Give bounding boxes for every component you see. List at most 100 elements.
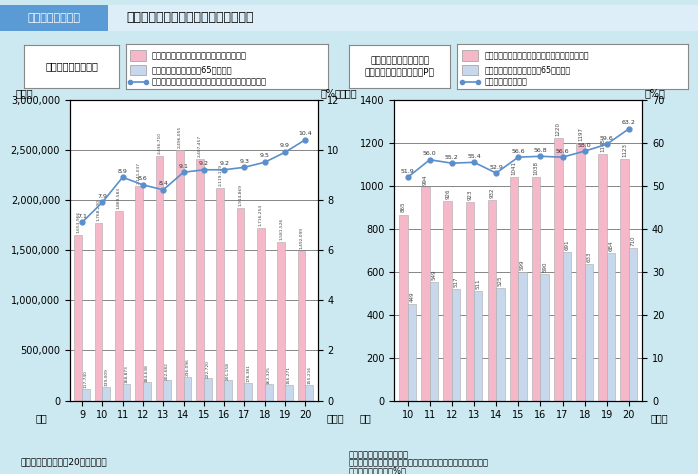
Bar	[488, 200, 496, 401]
Text: 923: 923	[468, 190, 473, 200]
Text: 1038: 1038	[534, 161, 539, 175]
Text: 511: 511	[476, 278, 481, 289]
FancyBboxPatch shape	[462, 65, 478, 75]
Text: 1,768,200: 1,768,200	[96, 199, 101, 221]
Text: 56.6: 56.6	[556, 149, 570, 154]
Text: 236,096: 236,096	[186, 358, 189, 376]
Bar	[74, 235, 82, 401]
Bar	[306, 385, 313, 401]
Text: （人）: （人）	[340, 89, 357, 99]
Text: 926: 926	[445, 189, 450, 199]
Text: 51.9: 51.9	[401, 169, 415, 174]
Bar	[204, 378, 211, 401]
Bar	[474, 291, 482, 401]
Text: 56.6: 56.6	[512, 149, 525, 154]
Text: 168,873: 168,873	[124, 365, 128, 383]
Text: 549: 549	[431, 270, 436, 280]
Bar	[585, 264, 593, 401]
Text: 1,492,099: 1,492,099	[299, 227, 304, 249]
Bar	[123, 383, 131, 401]
Bar	[265, 384, 272, 401]
Text: （注）（　）内の数字は、全火災死者数（放火自殺者を除く）: （注）（ ）内の数字は、全火災死者数（放火自殺者を除く）	[349, 458, 489, 467]
FancyBboxPatch shape	[130, 50, 146, 61]
Text: 202,682: 202,682	[165, 362, 169, 380]
Text: 8.9: 8.9	[118, 169, 128, 173]
Bar	[577, 143, 585, 401]
Text: 599: 599	[520, 259, 525, 270]
Bar	[143, 382, 151, 401]
Bar	[103, 387, 110, 401]
Text: 994: 994	[423, 174, 428, 185]
Text: 高齢者被害認知件数（65歳以上）: 高齢者被害認知件数（65歳以上）	[152, 65, 232, 74]
Bar	[518, 272, 527, 401]
Text: 201,158: 201,158	[226, 362, 230, 380]
Text: 156,271: 156,271	[287, 366, 291, 384]
Text: 590: 590	[542, 261, 547, 272]
Text: 9.9: 9.9	[280, 144, 290, 148]
Text: 1041: 1041	[512, 161, 517, 174]
Text: 1,716,254: 1,716,254	[259, 204, 263, 226]
Text: 710: 710	[630, 235, 636, 246]
Text: 155,216: 155,216	[307, 366, 311, 384]
Bar	[285, 385, 293, 401]
Text: 資料：警察庁「平成20年の犯罪」: 資料：警察庁「平成20年の犯罪」	[21, 457, 107, 466]
Text: 1,889,583: 1,889,583	[117, 187, 121, 209]
Text: 図１－２－６－６: 図１－２－６－６	[28, 13, 80, 23]
Bar	[563, 252, 571, 401]
Text: 184,638: 184,638	[144, 364, 149, 382]
Bar	[496, 288, 505, 401]
Bar	[554, 138, 563, 401]
Text: 住宅火災における死者数
（放火自殺者を除く）（P）: 住宅火災における死者数 （放火自殺者を除く）（P）	[364, 57, 435, 76]
Text: （%）: （%）	[320, 89, 341, 99]
Bar	[607, 254, 615, 401]
Text: 691: 691	[564, 239, 569, 250]
Text: （年）: （年）	[651, 414, 668, 424]
Text: 1,653,966: 1,653,966	[76, 210, 80, 233]
Text: 9.5: 9.5	[260, 154, 269, 158]
Bar	[430, 283, 438, 401]
Bar	[277, 242, 285, 401]
Text: 住宅火災における死者数（65歳以上）: 住宅火災における死者数（65歳以上）	[485, 65, 571, 74]
Bar	[408, 304, 416, 401]
Text: 55.4: 55.4	[467, 154, 481, 159]
Text: 222,720: 222,720	[206, 360, 209, 378]
Text: 平成: 平成	[35, 414, 47, 424]
Bar	[156, 156, 163, 401]
Text: 犯罪、火災による高齢者の被害の推移: 犯罪、火災による高齢者の被害の推移	[126, 11, 253, 24]
Bar	[399, 215, 408, 401]
Bar	[94, 223, 103, 401]
Text: 1,914,869: 1,914,869	[239, 184, 243, 206]
Bar	[224, 380, 232, 401]
Text: 7.1: 7.1	[77, 214, 87, 219]
Text: 1220: 1220	[556, 122, 560, 136]
Bar	[621, 159, 629, 401]
Text: 資料：消防庁「消防白書」: 資料：消防庁「消防白書」	[349, 450, 409, 459]
Text: 63.2: 63.2	[622, 120, 636, 125]
Text: に占める割合（%）: に占める割合（%）	[349, 466, 407, 474]
Bar	[196, 159, 204, 401]
Text: 8.4: 8.4	[158, 181, 168, 186]
Text: 平成: 平成	[359, 414, 371, 424]
Text: 59.6: 59.6	[600, 136, 614, 141]
Text: 10.4: 10.4	[299, 131, 312, 136]
Text: 58.0: 58.0	[578, 143, 591, 148]
Text: 刑法犯被害認知件数: 刑法犯被害認知件数	[45, 61, 98, 72]
Bar	[257, 228, 265, 401]
Bar	[629, 248, 637, 401]
Bar	[115, 211, 123, 401]
Text: 2,407,457: 2,407,457	[198, 135, 202, 157]
Bar	[422, 187, 430, 401]
Bar	[532, 177, 540, 401]
Text: 住宅火災における死者数（放火自殺者等を除く）: 住宅火災における死者数（放火自殺者等を除く）	[485, 52, 589, 61]
Text: 1,581,526: 1,581,526	[279, 218, 283, 240]
Text: 2,141,037: 2,141,037	[137, 162, 141, 184]
Text: 2,119,179: 2,119,179	[218, 164, 222, 186]
Text: 633: 633	[586, 252, 591, 262]
Text: 全被害認知件数（人が被害を受けたもの）: 全被害認知件数（人が被害を受けたもの）	[152, 52, 247, 61]
Bar	[443, 201, 452, 401]
Text: 1145: 1145	[600, 138, 605, 152]
Text: 9.1: 9.1	[179, 164, 188, 169]
FancyBboxPatch shape	[462, 50, 478, 61]
Text: （年）: （年）	[326, 414, 343, 424]
Text: 8.6: 8.6	[138, 176, 148, 181]
